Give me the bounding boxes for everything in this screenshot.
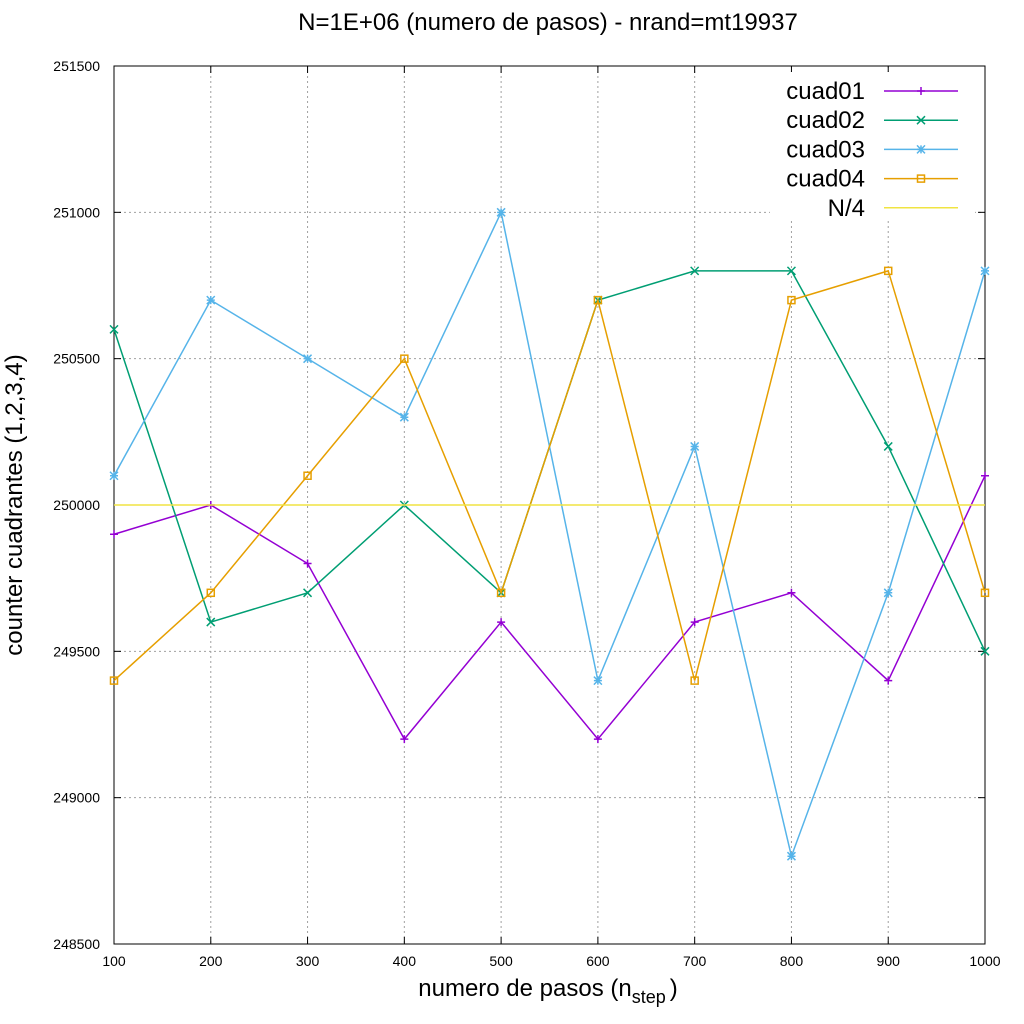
x-tick-label: 800 xyxy=(780,953,804,969)
legend-item: cuad04 xyxy=(786,166,958,193)
data-point xyxy=(787,295,796,305)
data-point xyxy=(109,324,119,334)
x-tick-label: 600 xyxy=(586,953,610,969)
y-tick-label: 249000 xyxy=(53,790,100,806)
series xyxy=(109,207,990,861)
data-point xyxy=(786,851,796,861)
x-tick-label: 300 xyxy=(296,953,320,969)
data-point xyxy=(593,735,602,744)
x-tick-label: 1000 xyxy=(969,953,1000,969)
x-axis-label: numero de pasos (nstep) xyxy=(418,975,678,1007)
data-point xyxy=(496,588,506,598)
legend-swatch-marker xyxy=(916,144,926,154)
axis-ticks: 100 200 300 400 500 600 700 800 900 1000 248500 249… xyxy=(53,58,1000,969)
data-point xyxy=(109,676,119,685)
legend-swatch-marker xyxy=(917,87,925,95)
y-tick-label: 250000 xyxy=(53,497,100,513)
series-cuad03 xyxy=(109,207,990,861)
data-point xyxy=(206,295,216,305)
series-line xyxy=(113,270,986,652)
data-point xyxy=(980,646,990,656)
data-point xyxy=(206,617,216,627)
x-tick-label: 400 xyxy=(393,953,417,969)
data-point xyxy=(400,354,409,363)
data-point xyxy=(883,441,893,451)
legend-label: cuad02 xyxy=(786,107,865,134)
y-tick-label: 250500 xyxy=(53,351,100,367)
x-tick-label: 700 xyxy=(683,953,707,969)
legend-item: N/4 xyxy=(828,195,958,222)
data-point xyxy=(399,412,409,422)
data-point xyxy=(303,588,313,598)
x-tick-label: 900 xyxy=(877,953,901,969)
data-point xyxy=(690,266,700,276)
data-point xyxy=(787,588,796,597)
legend-item: cuad01 xyxy=(786,78,958,105)
legend-label: cuad03 xyxy=(786,136,865,163)
data-point xyxy=(980,588,990,598)
data-point xyxy=(400,735,409,744)
x-tick-label: 200 xyxy=(199,953,223,969)
data-point xyxy=(884,676,893,685)
x-axis-label-subscript: step xyxy=(632,987,666,1007)
series-line xyxy=(113,209,986,859)
y-tick-label: 251500 xyxy=(53,58,100,74)
legend-swatch-marker xyxy=(916,174,926,183)
x-axis-label-close: ) xyxy=(670,975,678,1002)
data-point xyxy=(593,295,603,305)
data-point xyxy=(690,676,699,685)
x-axis-label-main: numero de pasos (n xyxy=(418,975,631,1002)
data-point xyxy=(496,207,506,217)
data-point xyxy=(690,441,700,451)
legend-swatch-marker xyxy=(916,115,926,125)
data-point xyxy=(303,354,313,364)
series-cuad02 xyxy=(109,266,990,656)
data-point xyxy=(206,588,216,598)
series-line xyxy=(113,475,986,741)
data-point xyxy=(980,266,990,276)
data-point xyxy=(786,266,796,276)
legend-label: N/4 xyxy=(828,195,865,222)
legend-background xyxy=(770,72,975,220)
data-point xyxy=(883,266,893,276)
y-axis-label: counter cuadrantes (1,2,3,4) xyxy=(1,354,28,656)
data-point xyxy=(303,471,312,480)
data-point xyxy=(883,588,893,598)
series-cuad04 xyxy=(109,266,990,685)
data-point xyxy=(981,471,989,480)
x-tick-label: 500 xyxy=(489,953,513,969)
y-tick-label: 251000 xyxy=(53,204,100,220)
data-point xyxy=(497,618,506,627)
series-line xyxy=(113,269,986,682)
y-tick-label: 249500 xyxy=(53,643,100,659)
legend-label: cuad04 xyxy=(786,166,865,193)
chart-title: N=1E+06 (numero de pasos) - nrand=mt1993… xyxy=(298,9,798,36)
data-point xyxy=(690,618,699,627)
data-point xyxy=(110,530,118,539)
data-point xyxy=(303,559,312,568)
data-point xyxy=(109,471,119,481)
series-cuad01 xyxy=(110,471,989,744)
x-tick-label: 100 xyxy=(102,953,126,969)
legend-label: cuad01 xyxy=(786,78,865,105)
legend-item: cuad03 xyxy=(786,136,958,163)
y-tick-label: 248500 xyxy=(53,936,100,952)
data-point xyxy=(593,676,603,686)
legend-item: cuad02 xyxy=(786,107,958,134)
